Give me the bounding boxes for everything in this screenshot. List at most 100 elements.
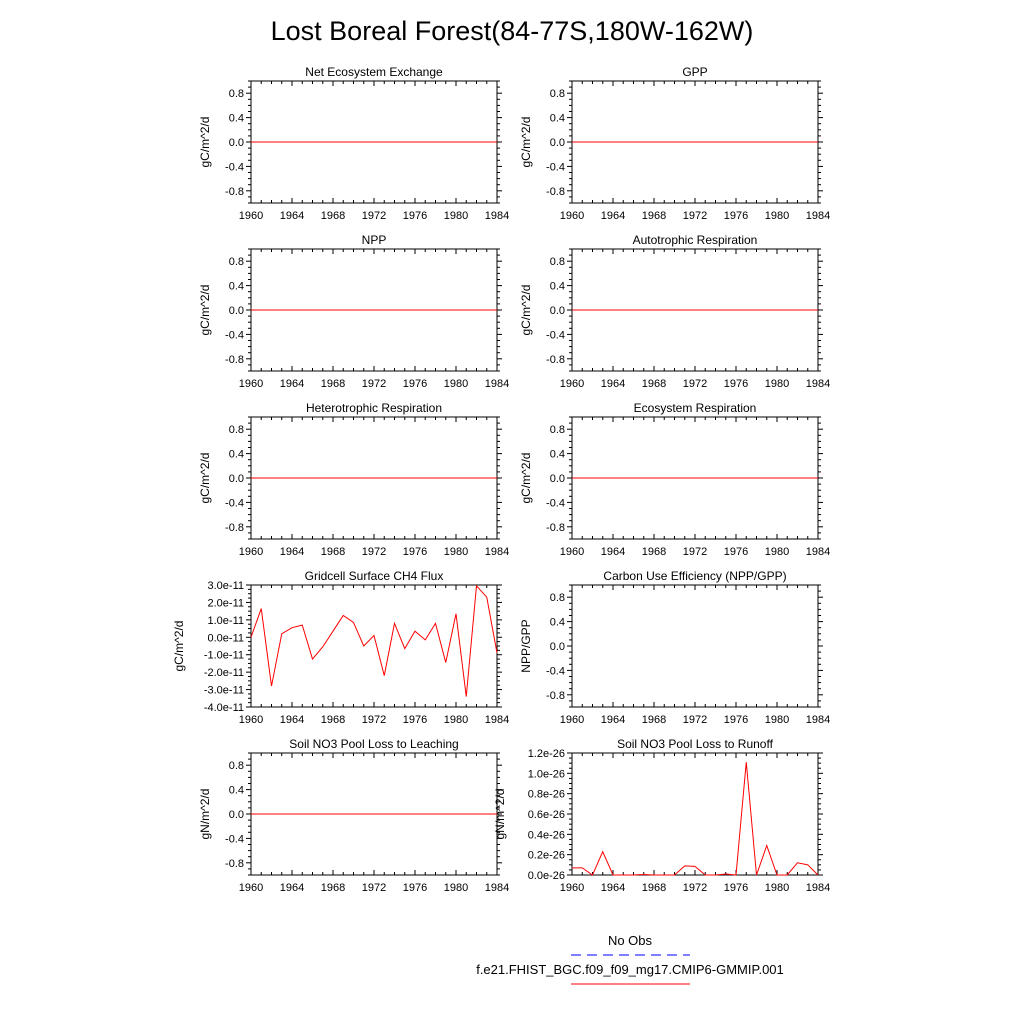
y-tick-label: 1.2e-26 [528, 748, 565, 760]
y-tick-label: 0.8 [550, 592, 565, 604]
x-tick-label: 1984 [485, 882, 509, 894]
x-tick-label: 1968 [642, 546, 666, 558]
y-tick-label: 0.4 [550, 449, 565, 461]
panel-title: Autotrophic Respiration [633, 233, 758, 247]
x-tick-label: 1960 [560, 882, 584, 894]
x-tick-label: 1964 [280, 546, 304, 558]
x-tick-label: 1968 [642, 210, 666, 222]
x-tick-label: 1976 [403, 882, 427, 894]
y-tick-label: -0.8 [546, 690, 565, 702]
x-tick-label: 1984 [806, 210, 830, 222]
y-tick-label: 0.8 [229, 424, 244, 436]
y-tick-label: -0.8 [225, 522, 244, 534]
legend: No Obs f.e21.FHIST_BGC.f09_f09_mg17.CMIP… [476, 933, 784, 985]
y-tick-label: 0.4e-26 [528, 829, 565, 841]
y-tick-label: -3.0e-11 [204, 685, 244, 697]
series-line [572, 762, 819, 876]
y-tick-label: -2.0e-11 [204, 667, 244, 679]
y-tick-label: 3.0e-11 [208, 580, 245, 592]
x-tick-label: 1976 [403, 378, 427, 390]
panel-title: Heterotrophic Respiration [306, 401, 442, 415]
x-tick-label: 1960 [560, 546, 584, 558]
x-tick-label: 1972 [683, 378, 707, 390]
x-tick-label: 1980 [765, 546, 789, 558]
x-tick-label: 1972 [683, 210, 707, 222]
x-tick-label: 1960 [239, 714, 263, 726]
panel-title: Carbon Use Efficiency (NPP/GPP) [603, 569, 786, 583]
y-tick-label: -0.4 [546, 497, 565, 509]
y-tick-label: 0.8 [550, 424, 565, 436]
panel-3: NPP gC/m^2/d 1960 1964 1968 1972 1976 1980 1984 -… [198, 233, 509, 390]
y-axis-label: NPP/GPP [519, 619, 533, 672]
y-tick-label: -1.0e-11 [204, 650, 244, 662]
x-tick-label: 1972 [362, 378, 386, 390]
y-tick-label: 1.0e-26 [528, 768, 565, 780]
y-tick-label: -0.8 [225, 186, 244, 198]
y-tick-label: 0.0 [550, 473, 565, 485]
y-tick-label: 0.0 [229, 137, 244, 149]
x-tick-label: 1980 [444, 714, 468, 726]
y-axis-label: gC/m^2/d [519, 285, 533, 336]
y-tick-label: 0.0 [229, 809, 244, 821]
x-tick-label: 1960 [239, 210, 263, 222]
figure-title: Lost Boreal Forest(84-77S,180W-162W) [271, 16, 754, 46]
legend-model-label: f.e21.FHIST_BGC.f09_f09_mg17.CMIP6-GMMIP… [476, 962, 784, 977]
x-tick-label: 1972 [362, 714, 386, 726]
panel-7: Gridcell Surface CH4 Flux gC/m^2/d 1960 196… [172, 569, 509, 726]
x-tick-label: 1976 [403, 210, 427, 222]
x-tick-label: 1968 [321, 210, 345, 222]
x-tick-label: 1984 [806, 714, 830, 726]
x-tick-label: 1976 [724, 882, 748, 894]
x-tick-label: 1976 [403, 714, 427, 726]
y-tick-label: -0.4 [546, 161, 565, 173]
y-tick-label: -0.8 [546, 186, 565, 198]
x-tick-label: 1960 [560, 714, 584, 726]
y-tick-label: -0.4 [546, 665, 565, 677]
y-axis-label: gC/m^2/d [172, 621, 186, 672]
y-tick-label: 0.4 [550, 281, 565, 293]
y-tick-label: 0.4 [229, 449, 244, 461]
x-tick-label: 1964 [280, 378, 304, 390]
x-tick-label: 1984 [806, 546, 830, 558]
x-tick-label: 1960 [560, 378, 584, 390]
y-tick-label: -0.4 [225, 833, 244, 845]
y-axis-label: gC/m^2/d [198, 453, 212, 504]
y-axis-label: gC/m^2/d [198, 117, 212, 168]
panel-1: Net Ecosystem Exchange gC/m^2/d 1960 1964 19… [198, 65, 509, 222]
plot-frame [571, 752, 819, 876]
x-tick-label: 1980 [765, 210, 789, 222]
x-tick-label: 1964 [601, 714, 625, 726]
panel-title: Ecosystem Respiration [634, 401, 757, 415]
x-tick-label: 1964 [280, 210, 304, 222]
x-tick-label: 1964 [280, 714, 304, 726]
x-tick-label: 1976 [724, 714, 748, 726]
x-tick-label: 1980 [444, 378, 468, 390]
x-tick-label: 1976 [403, 546, 427, 558]
x-tick-label: 1968 [321, 378, 345, 390]
x-tick-label: 1964 [601, 378, 625, 390]
panel-title: NPP [362, 233, 387, 247]
y-tick-label: 0.0 [550, 137, 565, 149]
x-tick-label: 1976 [724, 210, 748, 222]
x-tick-label: 1980 [444, 210, 468, 222]
x-tick-label: 1972 [362, 210, 386, 222]
y-tick-label: 0.8 [550, 88, 565, 100]
y-axis-label: gN/m^2/d [493, 789, 507, 840]
y-axis-label: gN/m^2/d [198, 789, 212, 840]
plot-frame [571, 584, 819, 708]
y-tick-label: 0.4 [550, 113, 565, 125]
y-tick-label: 0.0 [550, 641, 565, 653]
x-tick-label: 1960 [239, 882, 263, 894]
y-axis-label: gC/m^2/d [519, 453, 533, 504]
x-tick-label: 1980 [765, 378, 789, 390]
panel-title: Soil NO3 Pool Loss to Leaching [289, 737, 458, 751]
x-tick-label: 1984 [485, 378, 509, 390]
y-axis-label: gC/m^2/d [198, 285, 212, 336]
panel-title: GPP [682, 65, 707, 79]
y-tick-label: 0.8 [229, 88, 244, 100]
panel-5: Heterotrophic Respiration gC/m^2/d 1960 196… [198, 401, 509, 558]
x-tick-label: 1960 [560, 210, 584, 222]
x-tick-label: 1964 [601, 882, 625, 894]
x-tick-label: 1968 [642, 882, 666, 894]
y-tick-label: -0.4 [225, 161, 244, 173]
